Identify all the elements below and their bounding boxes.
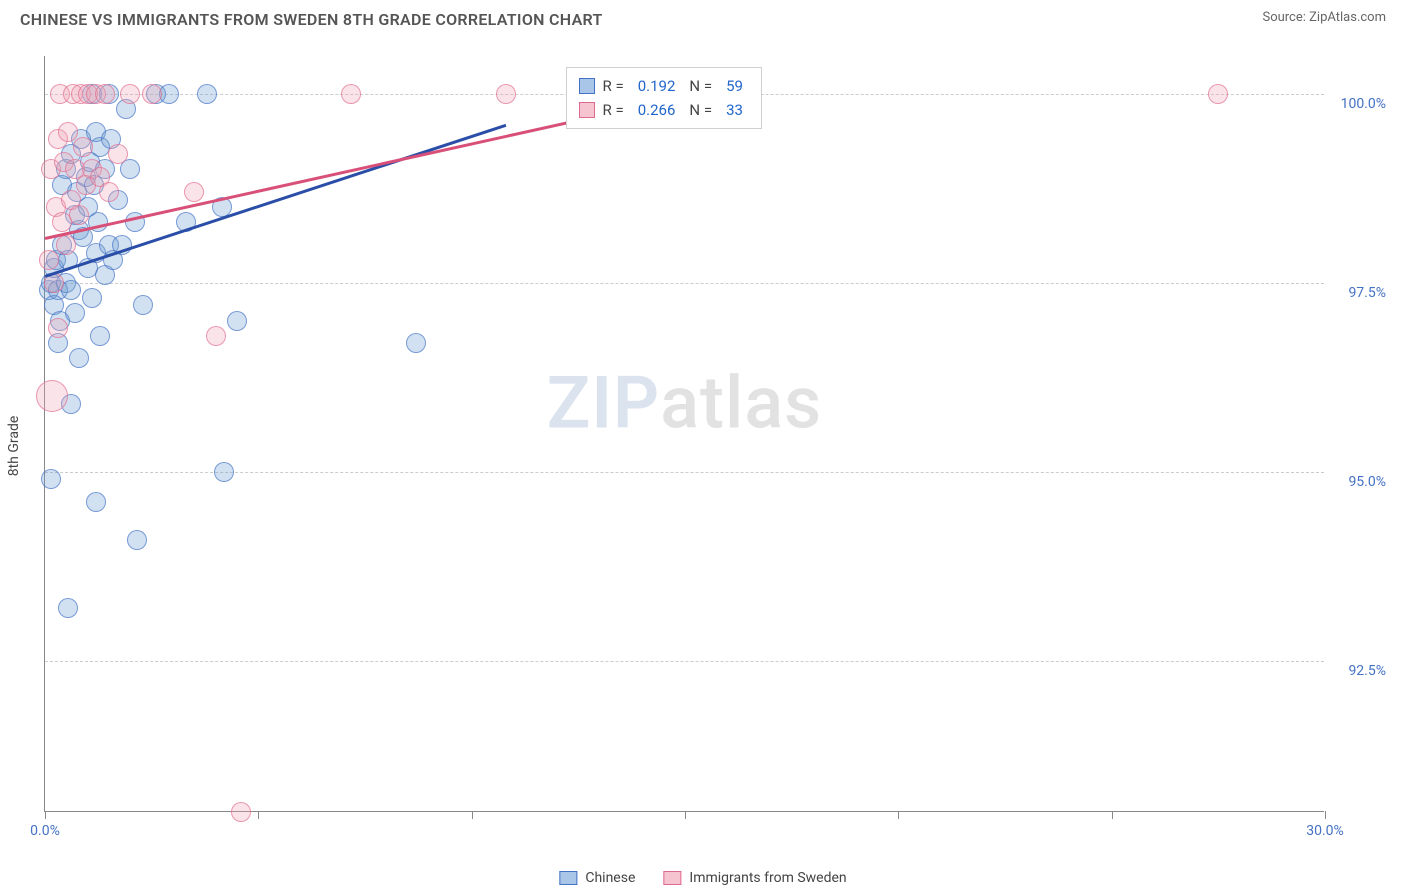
- data-point: [90, 326, 110, 346]
- data-point: [88, 212, 108, 232]
- x-tick: [685, 811, 686, 819]
- data-point: [406, 333, 426, 353]
- scatter-chart: ZIPatlas 92.5%95.0%97.5%100.0%0.0%30.0%R…: [44, 56, 1324, 812]
- data-point: [41, 469, 61, 489]
- data-point: [39, 250, 59, 270]
- data-point: [142, 84, 162, 104]
- data-point: [341, 84, 361, 104]
- data-point: [227, 311, 247, 331]
- data-point: [1208, 84, 1228, 104]
- data-point: [127, 530, 147, 550]
- gridline-h: [45, 661, 1324, 662]
- data-point: [73, 137, 93, 157]
- y-tick-label: 92.5%: [1348, 663, 1386, 679]
- stats-r-value: 0.266: [638, 98, 676, 122]
- data-point: [86, 492, 106, 512]
- x-tick: [45, 811, 46, 819]
- legend-item: Immigrants from Sweden: [663, 870, 846, 886]
- data-point: [69, 348, 89, 368]
- x-tick: [258, 811, 259, 819]
- data-point: [496, 84, 516, 104]
- watermark-part2: atlas: [660, 361, 822, 446]
- data-point: [58, 598, 78, 618]
- gridline-h: [45, 472, 1324, 473]
- y-tick-label: 97.5%: [1348, 285, 1386, 301]
- stats-row: R = 0.192 N = 59: [579, 74, 749, 98]
- x-tick: [472, 811, 473, 819]
- legend-swatch-icon: [663, 871, 681, 885]
- data-point: [61, 280, 81, 300]
- x-tick-label: 30.0%: [1306, 823, 1344, 839]
- data-point: [65, 303, 85, 323]
- data-point: [197, 84, 217, 104]
- legend-swatch-icon: [579, 102, 595, 118]
- watermark: ZIPatlas: [547, 361, 822, 446]
- y-tick-label: 95.0%: [1348, 474, 1386, 490]
- stats-r-label: R =: [603, 98, 624, 122]
- data-point: [108, 144, 128, 164]
- legend-swatch-icon: [559, 871, 577, 885]
- legend-swatch-icon: [579, 78, 595, 94]
- x-tick-label: 0.0%: [30, 823, 60, 839]
- source-attribution: Source: ZipAtlas.com: [1262, 10, 1386, 25]
- legend-label: Chinese: [585, 870, 635, 886]
- x-tick: [1112, 811, 1113, 819]
- stats-r-value: 0.192: [638, 74, 676, 98]
- watermark-part1: ZIP: [547, 361, 660, 446]
- data-point: [133, 295, 153, 315]
- data-point: [36, 380, 68, 412]
- stats-n-value: 59: [726, 74, 743, 98]
- legend-item: Chinese: [559, 870, 635, 886]
- data-point: [120, 84, 140, 104]
- data-point: [95, 84, 115, 104]
- x-tick: [1325, 811, 1326, 819]
- data-point: [69, 205, 89, 225]
- data-point: [82, 288, 102, 308]
- stats-n-label: N =: [689, 74, 712, 98]
- stats-row: R = 0.266 N = 33: [579, 98, 749, 122]
- stats-n-label: N =: [689, 98, 712, 122]
- data-point: [159, 84, 179, 104]
- data-point: [48, 318, 68, 338]
- gridline-h: [45, 283, 1324, 284]
- stats-n-value: 33: [726, 98, 743, 122]
- chart-title: CHINESE VS IMMIGRANTS FROM SWEDEN 8TH GR…: [20, 10, 603, 29]
- data-point: [214, 462, 234, 482]
- stats-r-label: R =: [603, 74, 624, 98]
- data-point: [99, 182, 119, 202]
- data-point: [231, 802, 251, 822]
- data-point: [56, 235, 76, 255]
- y-tick-label: 100.0%: [1341, 96, 1386, 112]
- data-point: [206, 326, 226, 346]
- y-axis-label: 8th Grade: [6, 416, 22, 477]
- x-tick: [898, 811, 899, 819]
- data-point: [184, 182, 204, 202]
- legend: Chinese Immigrants from Sweden: [559, 870, 846, 886]
- legend-label: Immigrants from Sweden: [689, 870, 846, 886]
- stats-box: R = 0.192 N = 59 R = 0.266 N = 33: [566, 67, 762, 129]
